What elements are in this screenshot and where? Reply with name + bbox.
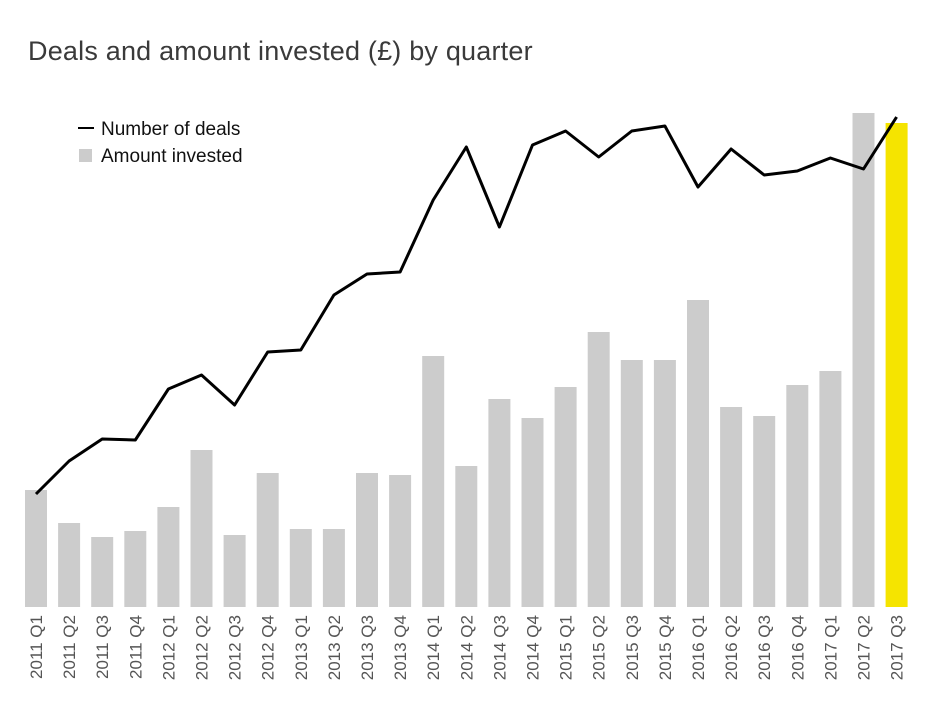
legend-label-deals: Number of deals (101, 119, 240, 140)
x-tick-label: 2012 Q4 (259, 615, 278, 680)
bar-2014-q2 (455, 466, 478, 607)
bar-2017-q1 (819, 371, 842, 607)
x-tick-label: 2017 Q3 (888, 615, 907, 680)
bar-2013-q1 (289, 529, 312, 607)
bar-2017-q3 (885, 123, 908, 607)
chart-title: Deals and amount invested (£) by quarter (28, 36, 533, 66)
bar-2012-q2 (190, 450, 213, 607)
line-number-of-deals (34, 116, 898, 496)
x-tick-label: 2016 Q3 (755, 615, 774, 680)
legend-label-amount: Amount invested (101, 146, 243, 167)
x-tick-label: 2011 Q4 (126, 615, 145, 679)
x-tick-label: 2017 Q2 (855, 615, 874, 680)
bar-2014-q1 (422, 356, 445, 607)
bar-2016-q4 (786, 385, 809, 607)
bar-2015-q3 (620, 360, 643, 607)
x-tick-label: 2014 Q3 (490, 615, 509, 680)
bar-2011-q4 (124, 531, 147, 607)
bar-2015-q4 (653, 360, 676, 607)
legend-square-swatch (79, 149, 92, 162)
bar-2012-q4 (256, 473, 279, 607)
x-tick-label: 2012 Q1 (159, 615, 178, 680)
x-tick-label: 2015 Q4 (656, 615, 675, 680)
x-tick-label: 2011 Q2 (60, 615, 79, 679)
x-axis-ticks: 2011 Q1 2011 Q2 2011 Q3 2011 Q4 2012 Q1 2012 … (27, 615, 907, 680)
x-tick-label: 2016 Q2 (722, 615, 741, 680)
bar-2016-q3 (753, 416, 776, 607)
bar-2014-q4 (521, 418, 544, 607)
x-tick-label: 2012 Q3 (226, 615, 245, 680)
bar-2013-q3 (356, 473, 378, 607)
x-tick-label: 2011 Q1 (27, 615, 46, 679)
bar-2013-q2 (322, 529, 345, 607)
x-tick-label: 2016 Q4 (788, 615, 807, 680)
bar-2015-q2 (587, 332, 610, 607)
x-tick-label: 2015 Q2 (590, 615, 609, 680)
bar-2016-q2 (720, 407, 743, 607)
bar-2011-q2 (58, 523, 81, 607)
x-tick-label: 2013 Q3 (358, 615, 377, 680)
bar-2017-q2 (852, 113, 875, 607)
x-tick-label: 2011 Q3 (93, 615, 112, 679)
bar-2015-q1 (554, 387, 577, 607)
bar-2014-q3 (488, 399, 511, 607)
x-tick-label: 2017 Q1 (821, 615, 840, 680)
bar-2012-q3 (223, 535, 246, 607)
x-tick-label: 2014 Q1 (424, 615, 443, 680)
bars-layer (25, 113, 908, 607)
x-tick-label: 2014 Q2 (457, 615, 476, 680)
x-tick-label: 2016 Q1 (689, 615, 708, 680)
x-tick-label: 2013 Q1 (292, 615, 311, 680)
bar-2012-q1 (157, 507, 180, 607)
x-tick-label: 2015 Q3 (623, 615, 642, 680)
x-tick-label: 2015 Q1 (557, 615, 576, 680)
x-tick-label: 2013 Q4 (391, 615, 410, 680)
x-tick-label: 2013 Q2 (325, 615, 344, 680)
bar-2011-q1 (25, 490, 47, 607)
line-layer (34, 116, 898, 496)
bar-2011-q3 (91, 537, 114, 607)
legend: Number of deals Amount invested (78, 119, 243, 167)
x-tick-label: 2012 Q2 (193, 615, 212, 680)
bar-2013-q4 (389, 475, 412, 607)
bar-2016-q1 (687, 300, 709, 607)
x-tick-label: 2014 Q4 (524, 615, 543, 680)
